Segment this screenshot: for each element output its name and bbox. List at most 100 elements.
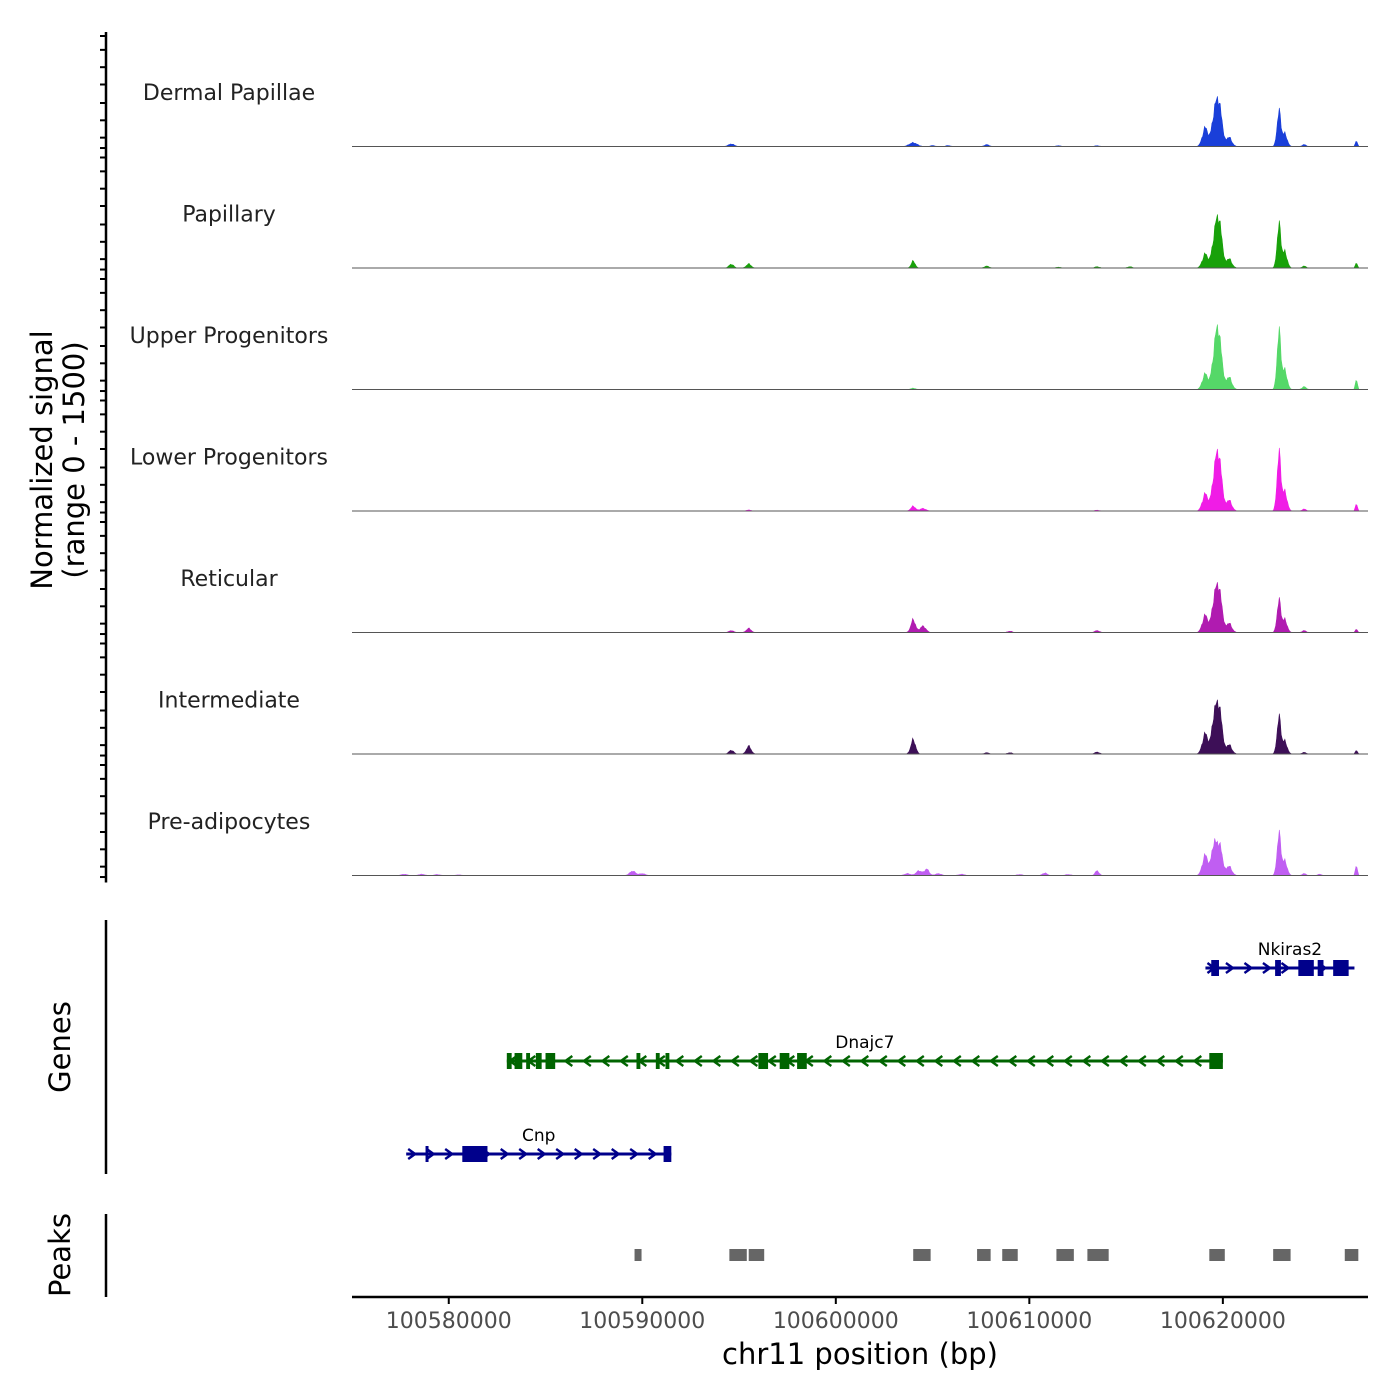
peak-region xyxy=(729,1249,747,1261)
gene-label-nkiras2: Nkiras2 xyxy=(1258,940,1322,960)
strand-arrow xyxy=(1155,1055,1166,1067)
gene-nkiras2: Nkiras2 xyxy=(1205,940,1355,976)
strand-arrow xyxy=(674,1055,685,1067)
exon-dnajc7 xyxy=(655,1053,660,1069)
track-label-pre-adipocytes: Pre-adipocytes xyxy=(148,810,311,835)
strand-arrow xyxy=(600,1055,611,1067)
exon-dnajc7 xyxy=(636,1053,641,1069)
gene-track: Nkiras2 Dnajc7 Cnp xyxy=(406,940,1355,1162)
exon-cnp xyxy=(425,1146,429,1162)
peak-region xyxy=(1273,1249,1291,1261)
strand-arrow xyxy=(629,1148,640,1160)
strand-arrow xyxy=(581,1055,592,1067)
strand-arrow xyxy=(711,1055,722,1067)
strand-arrow xyxy=(1192,1055,1203,1067)
track-upper-progenitors: Upper Progenitors xyxy=(130,324,1368,390)
track-label-papillary: Papillary xyxy=(182,203,276,228)
strand-arrow xyxy=(444,1148,455,1160)
track-label-upper-progenitors: Upper Progenitors xyxy=(130,324,329,349)
exon-cnp xyxy=(462,1146,488,1162)
exon-dnajc7 xyxy=(514,1053,523,1069)
exon-dnajc7 xyxy=(535,1053,542,1069)
strand-arrow xyxy=(1118,1055,1129,1067)
peak-region xyxy=(1209,1249,1225,1261)
x-axis: 100580000 100590000 100600000 100610000 1006… xyxy=(352,1295,1368,1334)
signal-area-papillary xyxy=(352,214,1368,269)
strand-arrow xyxy=(592,1148,603,1160)
signal-area-intermediate xyxy=(352,699,1368,755)
signal-area-pre-adipocytes xyxy=(352,829,1368,876)
track-lower-progenitors: Lower Progenitors xyxy=(130,446,1368,512)
exon-dnajc7 xyxy=(1209,1053,1223,1069)
strand-arrow xyxy=(988,1055,999,1067)
gene-label-dnajc7: Dnajc7 xyxy=(835,1033,894,1053)
peak-region xyxy=(1344,1249,1359,1261)
strand-arrow xyxy=(1262,962,1273,974)
peak-region xyxy=(748,1249,765,1261)
gene-cnp: Cnp xyxy=(406,1126,672,1162)
track-label-dermal-papillae: Dermal Papillae xyxy=(143,81,315,106)
strand-arrow xyxy=(1225,962,1236,974)
track-pre-adipocytes: Pre-adipocytes xyxy=(148,810,1368,876)
exon-nkiras2 xyxy=(1333,960,1349,976)
y-axis-title: Normalized signal xyxy=(25,330,59,589)
strand-arrow xyxy=(647,1148,658,1160)
peak-region xyxy=(1056,1249,1074,1261)
strand-arrow xyxy=(951,1055,962,1067)
x-tick-label: 100600000 xyxy=(773,1309,899,1334)
exon-dnajc7 xyxy=(779,1053,790,1069)
strand-arrow xyxy=(425,1148,436,1160)
strand-arrow xyxy=(518,1148,529,1160)
strand-arrow xyxy=(1136,1055,1147,1067)
strand-arrow xyxy=(840,1055,851,1067)
y-axis-range: (range 0 - 1500) xyxy=(57,341,91,578)
strand-arrow xyxy=(748,1055,759,1067)
exon-cnp xyxy=(663,1146,672,1162)
x-axis-title: chr11 position (bp) xyxy=(722,1337,998,1371)
track-label-lower-progenitors: Lower Progenitors xyxy=(130,446,328,471)
strand-arrow xyxy=(896,1055,907,1067)
strand-arrow xyxy=(822,1055,833,1067)
exon-nkiras2 xyxy=(1275,960,1281,976)
strand-arrow xyxy=(933,1055,944,1067)
track-papillary: Papillary xyxy=(182,203,1368,269)
exon-dnajc7 xyxy=(665,1053,670,1069)
strand-arrow xyxy=(766,1055,777,1067)
strand-arrow xyxy=(1243,962,1254,974)
strand-arrow xyxy=(1044,1055,1055,1067)
strand-arrow xyxy=(610,1148,621,1160)
strand-arrow xyxy=(1062,1055,1073,1067)
signal-area-lower-progenitors xyxy=(352,447,1368,512)
track-reticular: Reticular xyxy=(180,567,1368,633)
strand-arrow xyxy=(970,1055,981,1067)
exon-dnajc7 xyxy=(797,1053,807,1069)
signal-area-reticular xyxy=(352,582,1368,633)
track-dermal-papillae: Dermal Papillae xyxy=(143,81,1368,147)
x-tick-label: 100580000 xyxy=(386,1309,512,1334)
strand-arrow xyxy=(407,1148,418,1160)
signal-area-upper-progenitors xyxy=(352,324,1368,390)
track-label-intermediate: Intermediate xyxy=(158,689,300,714)
peak-region xyxy=(913,1249,931,1261)
signal-area-dermal-papillae xyxy=(352,96,1368,147)
exon-dnajc7 xyxy=(758,1053,769,1069)
strand-arrow xyxy=(563,1055,574,1067)
signal-tracks: Dermal Papillae Papillary Upper Progenitor… xyxy=(130,81,1368,876)
peak-region xyxy=(977,1249,991,1261)
peak-region xyxy=(634,1249,642,1261)
strand-arrow xyxy=(729,1055,740,1067)
strand-arrow xyxy=(877,1055,888,1067)
exon-nkiras2 xyxy=(1211,960,1219,976)
peak-region xyxy=(1087,1249,1109,1261)
exon-nkiras2 xyxy=(1317,960,1324,976)
genes-title: Genes xyxy=(43,1001,77,1093)
strand-arrow xyxy=(499,1148,510,1160)
x-tick-label: 100610000 xyxy=(966,1309,1092,1334)
peaks-title: Peaks xyxy=(43,1213,77,1297)
peak-region xyxy=(1002,1249,1018,1261)
x-tick-label: 100620000 xyxy=(1160,1309,1286,1334)
strand-arrow xyxy=(914,1055,925,1067)
gene-dnajc7: Dnajc7 xyxy=(506,1033,1223,1069)
strand-arrow xyxy=(692,1055,703,1067)
strand-arrow xyxy=(536,1148,547,1160)
